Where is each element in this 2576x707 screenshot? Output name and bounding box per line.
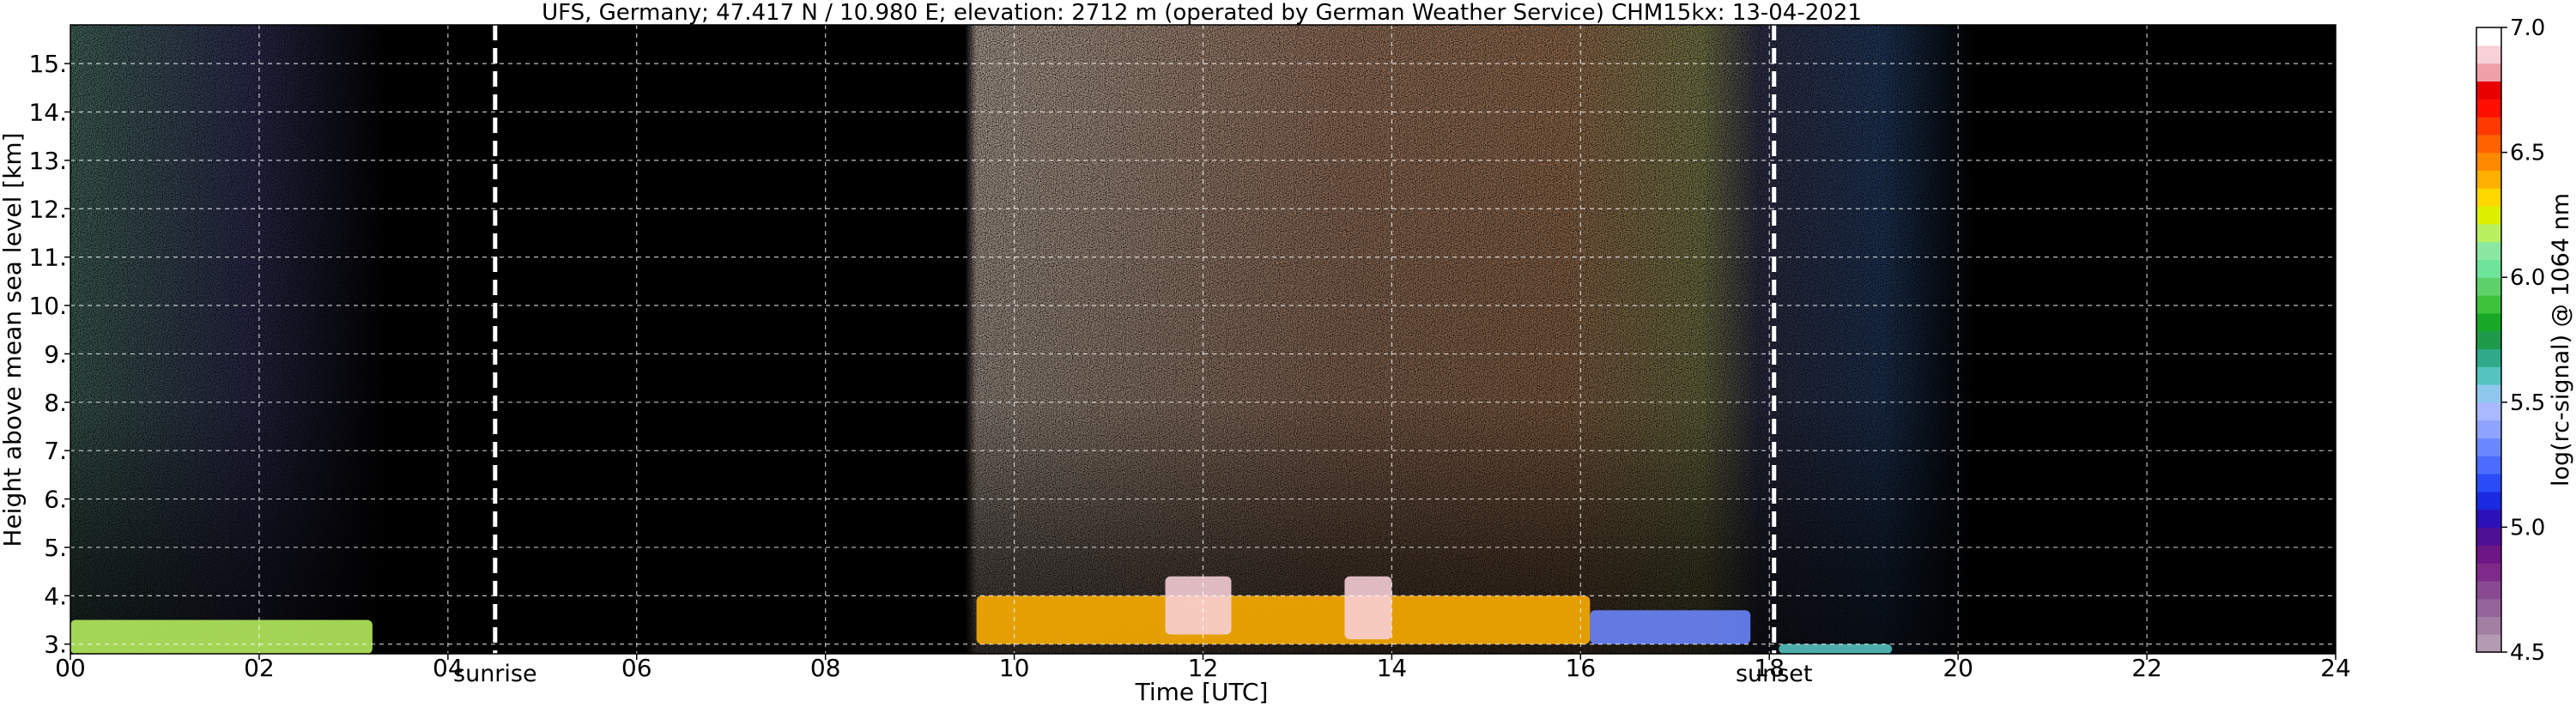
colorbar-swatch-24 xyxy=(2476,206,2501,225)
colorbar-swatch-19 xyxy=(2476,295,2501,314)
aerosol-layer-2 xyxy=(1165,576,1232,635)
colorbar-swatch-33 xyxy=(2476,45,2501,64)
colorbar-swatch-22 xyxy=(2476,241,2501,260)
colorbar-swatch-30 xyxy=(2476,99,2501,118)
colorbar-tick-label-3: 6.0 xyxy=(2510,265,2545,291)
aerosol-layer-4 xyxy=(1590,610,1751,644)
y-tick-label-6: 9. xyxy=(44,340,67,368)
colorbar-swatch-12 xyxy=(2476,420,2501,438)
y-axis-label: Height above mean sea level [km] xyxy=(0,132,27,547)
y-tick-label-11: 14. xyxy=(28,98,67,126)
y-tick-label-1: 4. xyxy=(44,582,67,610)
colorbar-ticks: 4.5 5.0 5.5 6.0 6.5 7.0 xyxy=(2501,15,2545,666)
y-tick-label-8: 11. xyxy=(28,244,67,272)
x-tick-label-10: 20 xyxy=(1943,654,1973,682)
y-tick-label-9: 12. xyxy=(28,195,67,223)
y-tick-label-2: 5. xyxy=(44,534,67,562)
colorbar-swatch-25 xyxy=(2476,188,2501,207)
aerosol-layers xyxy=(70,576,1893,654)
y-tick-label-7: 10. xyxy=(28,292,67,320)
grid-lines xyxy=(70,25,2336,654)
colorbar-swatch-13 xyxy=(2476,402,2501,421)
x-tick-label-7: 14 xyxy=(1377,654,1408,682)
x-tick-label-1: 02 xyxy=(244,654,275,682)
colorbar-tick-label-0: 4.5 xyxy=(2510,640,2545,666)
colorbar-swatch-34 xyxy=(2476,27,2501,46)
colorbar: 4.5 5.0 5.5 6.0 6.5 7.0 log(rc-signal) @ 1064… xyxy=(2476,15,2574,666)
y-tick-label-4: 7. xyxy=(44,437,67,465)
x-tick-label-12: 24 xyxy=(2320,654,2351,682)
colorbar-label: log(rc-signal) @ 1064 nm xyxy=(2548,193,2574,486)
colorbar-tick-label-1: 5.0 xyxy=(2510,515,2545,541)
x-axis-label: Time [UTC] xyxy=(1135,678,1269,706)
y-tick-label-10: 13. xyxy=(28,147,67,175)
x-tick-label-11: 22 xyxy=(2131,654,2162,682)
y-tick-label-5: 8. xyxy=(44,389,67,417)
y-tick-label-3: 6. xyxy=(44,486,67,514)
x-tick-label-9: 18 xyxy=(1754,654,1785,682)
x-tick-label-6: 12 xyxy=(1188,654,1219,682)
y-tick-label-12: 15. xyxy=(28,50,67,78)
colorbar-swatch-10 xyxy=(2476,456,2501,474)
colorbar-swatch-29 xyxy=(2476,117,2501,136)
aerosol-layer-0 xyxy=(70,619,373,654)
x-axis-ticks: 00 02 04 06 08 10 12 14 16 18 20 22 24 xyxy=(55,654,2351,682)
x-tick-label-0: 00 xyxy=(55,654,86,682)
colorbar-swatch-5 xyxy=(2476,545,2501,564)
x-tick-label-4: 08 xyxy=(810,654,841,682)
y-axis-ticks: 3. 4. 5. 6. 7. 8. 9. 10. 11. 12. 13. 14. 15. xyxy=(28,50,70,659)
colorbar-tick-label-5: 7.0 xyxy=(2510,15,2545,41)
x-tick-label-2: 04 xyxy=(433,654,464,682)
chart-title: UFS, Germany; 47.417 N / 10.980 E; eleva… xyxy=(542,0,1862,26)
colorbar-swatch-3 xyxy=(2476,580,2501,600)
colorbar-swatch-2 xyxy=(2476,598,2501,617)
colorbar-swatch-32 xyxy=(2476,63,2501,82)
aerosol-layer-5 xyxy=(1779,644,1893,654)
colorbar-swatches xyxy=(2476,27,2501,653)
x-tick-label-3: 06 xyxy=(621,654,652,682)
colorbar-swatch-16 xyxy=(2476,348,2501,367)
colorbar-swatch-23 xyxy=(2476,223,2501,243)
x-tick-label-8: 16 xyxy=(1566,654,1597,682)
colorbar-swatch-0 xyxy=(2476,634,2501,653)
sunset-label: sunset xyxy=(1736,661,1813,687)
colorbar-frame xyxy=(2476,27,2502,653)
plot-area xyxy=(70,24,2337,655)
colorbar-swatch-18 xyxy=(2476,312,2501,332)
colorbar-swatch-7 xyxy=(2476,509,2501,528)
colorbar-swatch-31 xyxy=(2476,81,2501,100)
sun-markers xyxy=(493,25,1777,654)
colorbar-swatch-26 xyxy=(2476,170,2501,189)
colorbar-swatch-17 xyxy=(2476,330,2501,349)
colorbar-swatch-21 xyxy=(2476,259,2501,278)
colorbar-swatch-15 xyxy=(2476,366,2501,385)
colorbar-swatch-8 xyxy=(2476,491,2501,511)
aerosol-layer-1 xyxy=(976,595,1591,644)
colorbar-swatch-11 xyxy=(2476,438,2501,456)
aerosol-layer-3 xyxy=(1344,576,1392,640)
colorbar-tick-label-4: 6.5 xyxy=(2510,141,2545,166)
x-tick-label-5: 10 xyxy=(999,654,1030,682)
colorbar-swatch-9 xyxy=(2476,474,2501,492)
colorbar-swatch-4 xyxy=(2476,563,2501,582)
colorbar-swatch-28 xyxy=(2476,134,2501,154)
colorbar-tick-label-2: 5.5 xyxy=(2510,390,2545,416)
colorbar-swatch-27 xyxy=(2476,152,2501,171)
sun-marker-labels: sunrise sunset xyxy=(453,661,1813,687)
colorbar-swatch-1 xyxy=(2476,616,2501,635)
colorbar-swatch-14 xyxy=(2476,384,2501,403)
sunrise-label: sunrise xyxy=(453,661,537,687)
colorbar-swatch-6 xyxy=(2476,527,2501,546)
colorbar-swatch-20 xyxy=(2476,277,2501,296)
y-tick-label-0: 3. xyxy=(44,631,67,659)
